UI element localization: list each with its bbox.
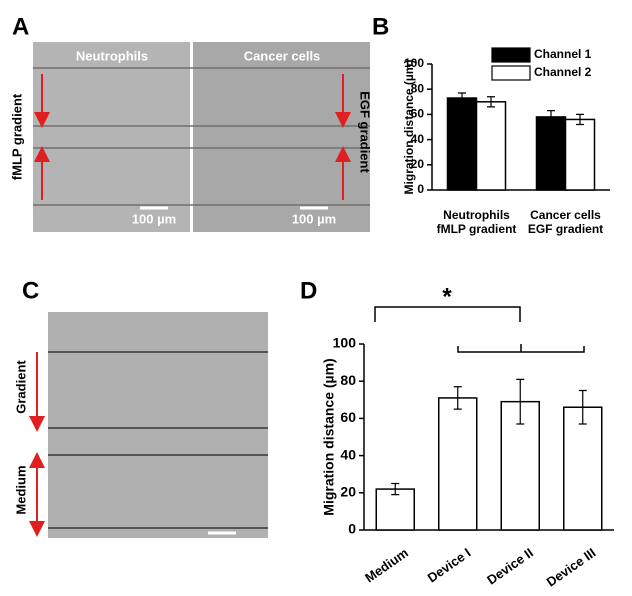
y-tick-label: 0 [417,182,424,196]
legend-label: Channel 1 [534,47,592,61]
error-bar [578,389,587,425]
x-tick-label: Device II [484,545,536,588]
y-tick-label: 20 [340,484,356,500]
side-label: fMLP gradient [9,93,24,180]
y-axis-label: Migration distance (µm) [321,358,337,515]
y-tick-label: 80 [340,372,356,388]
micrograph [33,42,190,232]
bar [446,97,478,191]
annotation: * [442,283,452,310]
x-tick-label: Cancer cells EGF gradient [527,208,604,236]
panel-label: C [22,277,39,304]
error-bar [576,113,584,126]
legend-swatch [491,47,531,63]
image-title: Neutrophils [76,48,148,63]
bar [475,101,507,191]
y-tick-label: 60 [411,107,425,121]
bar [563,406,603,531]
y-tick-label: 80 [411,81,425,95]
image-title: Cancer cells [244,48,321,63]
x-tick-label: Medium [362,545,411,585]
micrograph [193,42,370,232]
y-tick-label: 20 [411,157,425,171]
channel-lines [33,67,370,206]
error-bar [458,92,466,104]
error-bar [487,96,495,108]
panel-label: A [12,13,29,40]
bar [375,488,415,531]
scale-label: 100 µm [132,211,176,226]
legend-swatch [491,65,531,81]
x-tick-label: Device I [425,545,474,585]
y-tick-label: 40 [340,446,356,462]
arrows [34,74,351,200]
x-tick-label: Neutrophils fMLP gradient [436,208,517,236]
side-label: Gradient [13,360,28,414]
error-bar [547,110,555,124]
x-tick-label: Device III [544,545,599,590]
bar [564,118,596,191]
y-tick-label: 100 [404,56,424,70]
panel-label: B [372,13,389,40]
legend-label: Channel 2 [534,65,592,79]
y-tick-label: 40 [411,132,425,146]
micrograph [48,312,268,538]
error-bar [516,378,525,425]
panel-label: D [300,277,317,304]
error-bar [391,482,400,496]
error-bar [453,386,462,410]
y-tick-label: 100 [333,335,357,351]
scale-label: 100 µm [292,211,336,226]
scale-label: 100 µm [198,539,242,554]
side-label: EGF gradient [358,91,373,173]
bracket [457,344,585,353]
y-tick-label: 60 [340,409,356,425]
y-axis-label: Migration distance (µm) [402,60,416,195]
channel-lines [48,351,268,529]
bar [535,116,567,191]
bar [438,397,478,531]
side-label: Medium [13,465,28,514]
y-tick-label: 0 [348,521,356,537]
bracket [374,306,521,322]
